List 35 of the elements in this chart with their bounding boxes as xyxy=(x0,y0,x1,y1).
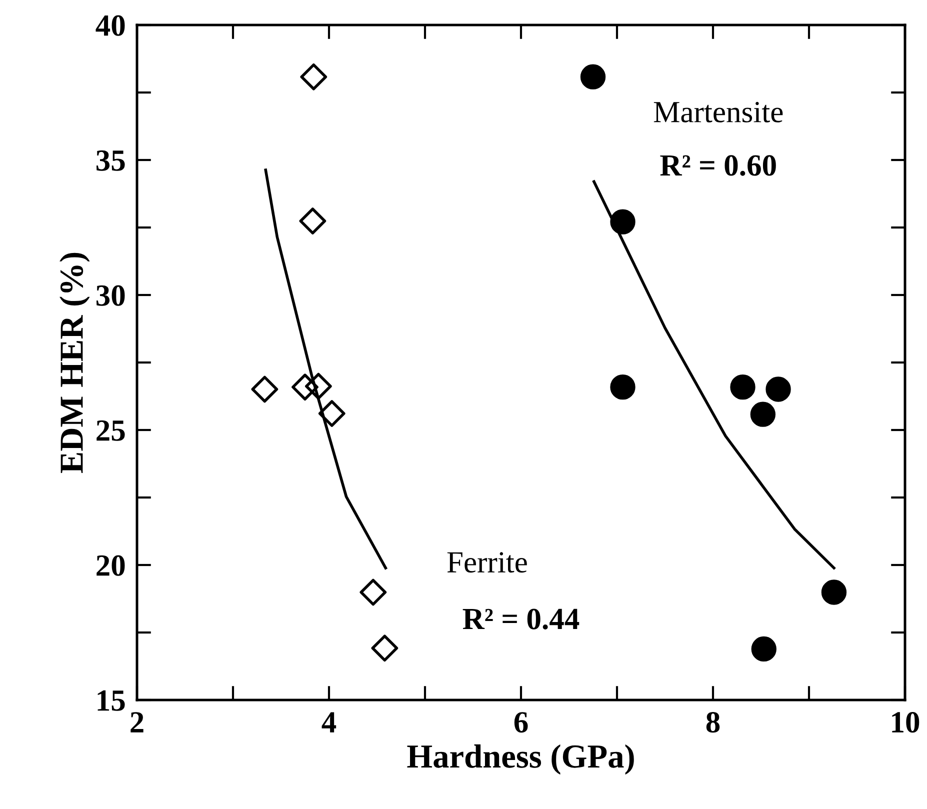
point xyxy=(318,400,346,427)
annotation: R² = 0.44 xyxy=(462,608,580,630)
y-tick-label: 30 xyxy=(96,285,125,306)
y-tick-label: 25 xyxy=(96,420,125,441)
point xyxy=(751,636,776,662)
point xyxy=(251,376,278,403)
line-series xyxy=(592,180,836,570)
x-tick-label: 6 xyxy=(514,712,528,733)
y-axis-title: EDM HER (%) xyxy=(60,252,90,474)
x-axis-title: Hardness (GPa) xyxy=(407,744,634,775)
point xyxy=(821,580,847,605)
y-tick-label: 40 xyxy=(96,15,125,36)
y-tick-label: 35 xyxy=(96,150,125,171)
point xyxy=(766,376,791,402)
point xyxy=(750,402,776,427)
x-tick-label: 8 xyxy=(706,712,720,733)
point xyxy=(300,63,328,90)
x-tick-label: 2 xyxy=(130,712,144,732)
annotation: Ferrite xyxy=(447,552,527,573)
x-tick-label: 10 xyxy=(892,712,920,733)
point xyxy=(580,64,606,90)
x-tick-label: 4 xyxy=(322,712,336,732)
point xyxy=(371,634,398,662)
point xyxy=(305,372,332,400)
line-series xyxy=(264,168,388,570)
point xyxy=(610,209,636,234)
point xyxy=(292,374,318,400)
annotation: Martensite xyxy=(654,102,783,122)
y-tick-label: 15 xyxy=(98,690,125,711)
y-tick-label: 20 xyxy=(96,555,125,576)
point xyxy=(730,374,756,400)
annotation: R² = 0.60 xyxy=(660,155,776,176)
point xyxy=(299,208,326,234)
point xyxy=(610,374,636,400)
point xyxy=(360,578,387,606)
